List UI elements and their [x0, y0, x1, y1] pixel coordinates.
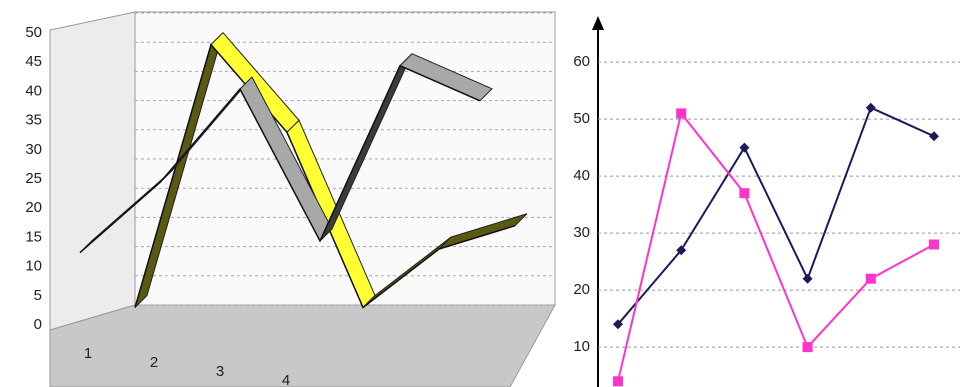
floor — [49, 304, 556, 387]
series-line — [79, 64, 481, 254]
marker — [676, 245, 687, 256]
x-tick-label: 4 — [282, 372, 290, 387]
x-tick-label: 3 — [216, 363, 224, 380]
y-tick-label: 10 — [573, 338, 590, 355]
marker — [739, 188, 750, 199]
marker — [613, 376, 623, 387]
y-tick-label: 30 — [25, 141, 42, 158]
y-tick-label: 50 — [25, 24, 42, 41]
marker — [865, 102, 876, 113]
marker — [929, 131, 939, 142]
y-tick-label: 20 — [25, 199, 42, 216]
marker — [613, 319, 623, 330]
side-wall — [49, 11, 136, 331]
y-tick-label: 30 — [573, 224, 590, 241]
y-tick-label: 5 — [34, 287, 42, 304]
y-tick-label: 0 — [34, 316, 42, 333]
y-tick-label: 40 — [25, 82, 42, 99]
y-tick-label: 10 — [25, 258, 42, 275]
x-tick-label: 1 — [84, 345, 92, 362]
marker — [802, 342, 813, 353]
series-line — [617, 106, 935, 325]
y-tick-label: 25 — [25, 170, 42, 187]
marker — [929, 239, 939, 250]
marker — [739, 142, 750, 153]
marker — [802, 273, 813, 284]
marker — [865, 273, 876, 284]
y-tick-label: 20 — [573, 281, 590, 298]
y-tick-label: 15 — [25, 228, 42, 245]
marker — [676, 108, 687, 119]
y-tick-label: 60 — [573, 53, 590, 70]
axis-arrow — [592, 16, 604, 30]
y-tick-label: 35 — [25, 112, 42, 129]
y-tick-label: 40 — [573, 167, 590, 184]
series-line — [617, 111, 935, 382]
y-tick-label: 50 — [573, 110, 590, 127]
x-tick-label: 2 — [150, 354, 158, 371]
y-tick-label: 45 — [25, 53, 42, 70]
